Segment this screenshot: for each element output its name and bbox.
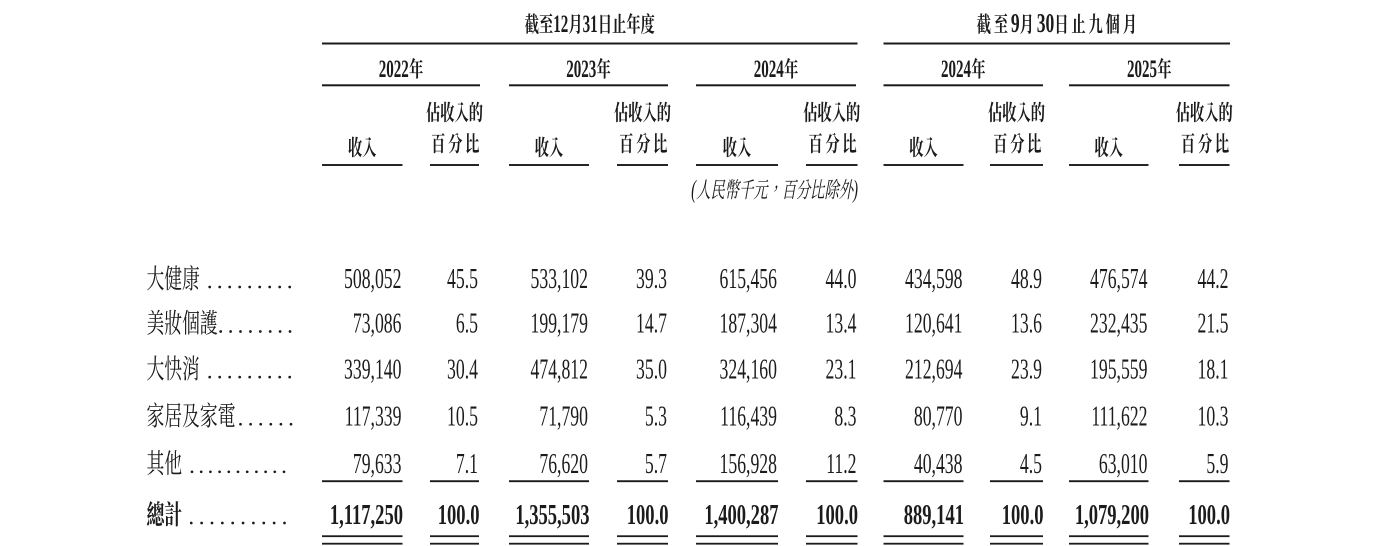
svg-text:12: 12 [553, 9, 568, 38]
svg-text:45.5: 45.5 [447, 264, 478, 295]
svg-text:111,622: 111,622 [1091, 401, 1147, 432]
svg-text:474,812: 474,812 [531, 354, 588, 385]
svg-text:100.0: 100.0 [1002, 499, 1044, 531]
svg-text:21.5: 21.5 [1198, 309, 1229, 340]
svg-text:23.1: 23.1 [826, 354, 857, 385]
svg-text:100.0: 100.0 [627, 499, 669, 531]
svg-text:): ) [852, 174, 858, 203]
svg-text:100.0: 100.0 [438, 499, 480, 531]
svg-text:156,928: 156,928 [720, 449, 777, 480]
svg-text:615,456: 615,456 [720, 264, 777, 295]
svg-text:195,559: 195,559 [1090, 354, 1147, 385]
svg-text:73,086: 73,086 [353, 309, 402, 340]
svg-text:13.4: 13.4 [826, 309, 857, 340]
svg-text:13.6: 13.6 [1011, 309, 1042, 340]
svg-text:(: ( [691, 174, 697, 203]
svg-text:324,160: 324,160 [720, 354, 777, 385]
svg-text:5.7: 5.7 [645, 449, 667, 480]
svg-text:116,439: 116,439 [720, 401, 777, 432]
svg-text:434,598: 434,598 [905, 264, 962, 295]
svg-text:30.4: 30.4 [447, 354, 478, 385]
svg-text:889,141: 889,141 [904, 499, 964, 531]
svg-text:71,790: 71,790 [539, 401, 588, 432]
svg-text:0: 0 [1046, 8, 1055, 38]
svg-text:1,117,250: 1,117,250 [330, 499, 403, 531]
svg-text:187,304: 187,304 [720, 309, 777, 340]
svg-text:120,641: 120,641 [905, 309, 962, 340]
svg-text:339,140: 339,140 [344, 354, 401, 385]
svg-text:10.5: 10.5 [447, 401, 478, 432]
svg-text:4.5: 4.5 [1020, 449, 1042, 480]
svg-text:11.2: 11.2 [826, 449, 856, 480]
svg-text:5.9: 5.9 [1206, 449, 1228, 480]
svg-text:44.0: 44.0 [826, 264, 857, 295]
svg-text:48.9: 48.9 [1011, 264, 1042, 295]
svg-text:199,179: 199,179 [531, 309, 588, 340]
svg-text:117,339: 117,339 [345, 401, 402, 432]
svg-text:35.0: 35.0 [636, 354, 667, 385]
svg-text:5.3: 5.3 [645, 401, 667, 432]
svg-text:8.3: 8.3 [834, 401, 856, 432]
svg-text:1,079,200: 1,079,200 [1075, 499, 1149, 531]
svg-text:2024: 2024 [941, 54, 971, 83]
svg-text:18.1: 18.1 [1198, 354, 1229, 385]
svg-text:2023: 2023 [566, 54, 596, 83]
svg-text:2025: 2025 [1127, 54, 1157, 83]
svg-text:476,574: 476,574 [1090, 264, 1147, 295]
svg-text:100.0: 100.0 [1188, 499, 1230, 531]
svg-text:232,435: 232,435 [1090, 309, 1147, 340]
svg-text:39.3: 39.3 [636, 264, 667, 295]
svg-text:1,400,287: 1,400,287 [704, 499, 778, 531]
svg-text:212,694: 212,694 [905, 354, 962, 385]
svg-text:76,620: 76,620 [539, 449, 588, 480]
svg-text:31: 31 [583, 9, 598, 38]
svg-text:9.1: 9.1 [1020, 401, 1042, 432]
svg-text:1,355,503: 1,355,503 [515, 499, 589, 531]
svg-text:40,438: 40,438 [914, 449, 963, 480]
svg-text:14.7: 14.7 [636, 309, 667, 340]
svg-text:7.1: 7.1 [456, 449, 478, 480]
svg-text:9: 9 [1011, 8, 1020, 38]
svg-text:80,770: 80,770 [914, 401, 963, 432]
svg-text:63,010: 63,010 [1099, 449, 1148, 480]
svg-text:100.0: 100.0 [816, 499, 858, 531]
svg-text:23.9: 23.9 [1011, 354, 1042, 385]
svg-text:10.3: 10.3 [1198, 401, 1229, 432]
svg-text:508,052: 508,052 [344, 264, 401, 295]
svg-text:2022: 2022 [379, 54, 409, 83]
svg-text:2024: 2024 [754, 54, 784, 83]
svg-text:44.2: 44.2 [1198, 264, 1229, 295]
svg-text:3: 3 [1037, 8, 1046, 38]
svg-text:79,633: 79,633 [353, 449, 402, 480]
svg-text:533,102: 533,102 [531, 264, 588, 295]
svg-text:6.5: 6.5 [456, 309, 478, 340]
